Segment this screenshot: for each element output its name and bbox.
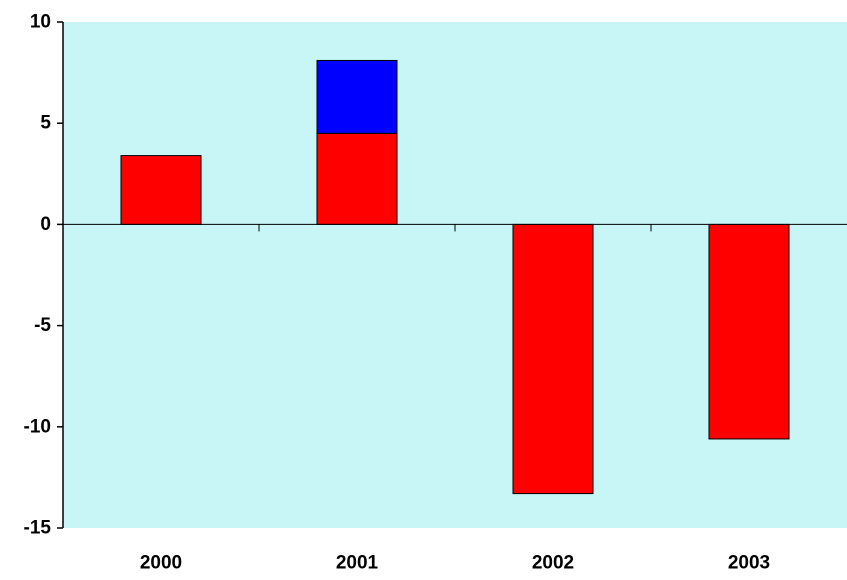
y-tick-label: 0	[40, 214, 51, 235]
x-category-label: 2000	[140, 553, 182, 574]
bar-2001-series-1	[316, 132, 398, 225]
bar-2001-series-2	[316, 59, 398, 134]
x-category-label: 2001	[336, 553, 379, 574]
bars-group	[120, 59, 790, 495]
y-tick-label: 10	[30, 12, 51, 33]
y-tick-label: -5	[34, 315, 51, 336]
x-category-label: 2003	[728, 553, 770, 574]
x-category-label: 2002	[532, 553, 574, 574]
y-tick-label: -10	[24, 416, 51, 437]
bar-2000-series-1	[120, 155, 202, 225]
bar-2002-series-1	[512, 223, 594, 495]
y-tick-label: 5	[40, 113, 51, 134]
bar-2003-series-1	[708, 223, 790, 440]
y-ticks-group: 10 5 0 -5 -10 -15	[24, 12, 63, 539]
y-tick-label: -15	[24, 518, 52, 539]
x-ticks-group	[258, 224, 652, 232]
x-labels-group: 2000 2001 2002 2003	[140, 553, 770, 574]
